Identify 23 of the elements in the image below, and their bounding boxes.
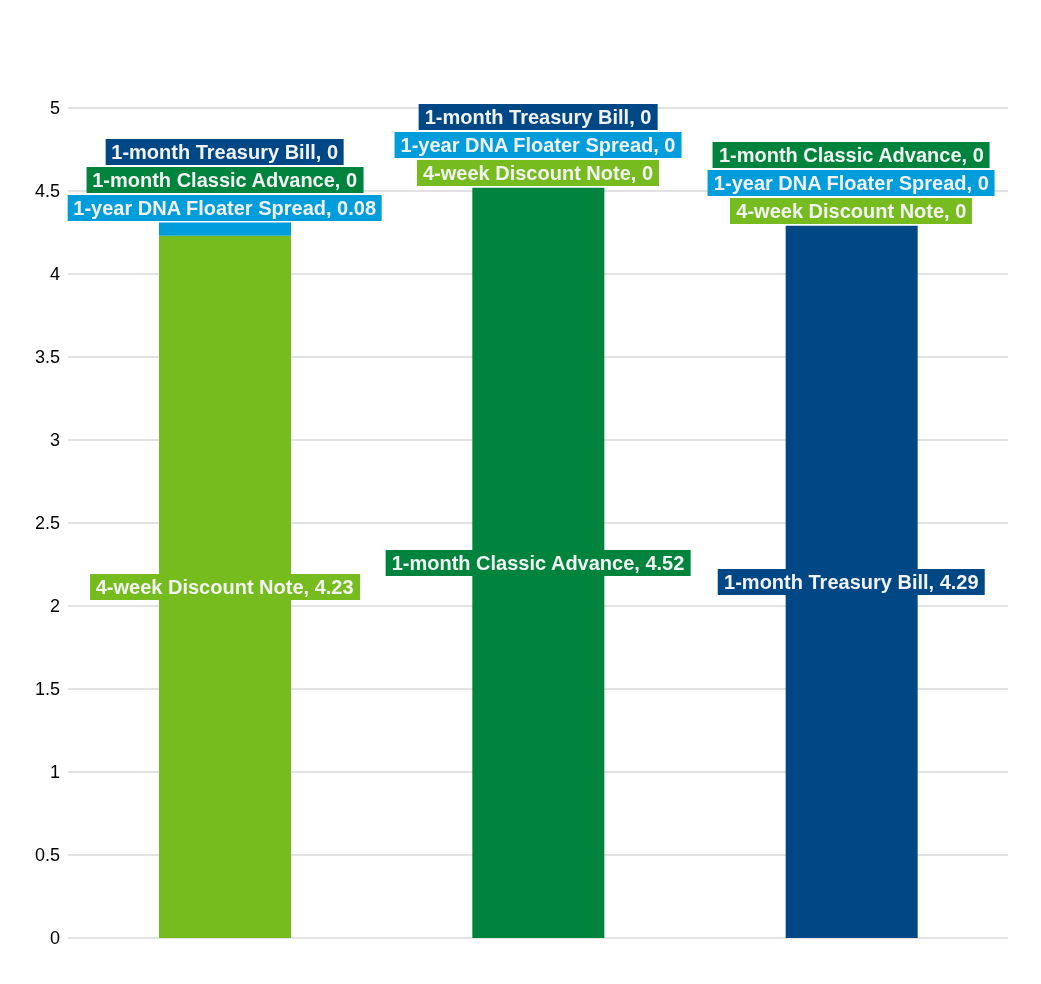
data-label: 1-month Classic Advance, 0 [92, 168, 358, 191]
data-label: 1-year DNA Floater Spread, 0.08 [73, 196, 377, 219]
y-tick-label: 3 [49, 430, 60, 451]
y-tick-label: 3.5 [34, 347, 60, 368]
y-tick-label: 4.5 [34, 181, 60, 202]
data-label: 1-month Treasury Bill, 4.29 [724, 570, 979, 593]
y-tick-label: 1.5 [34, 679, 60, 700]
data-label: 1-month Classic Advance, 0 [718, 143, 984, 166]
y-tick-label: 0.5 [34, 845, 60, 866]
data-label: 4-week Discount Note, 0 [736, 199, 967, 222]
data-label: 1-month Treasury Bill, 0 [424, 105, 652, 128]
y-tick-label: 4 [49, 264, 60, 285]
y-tick-label: 2.5 [34, 513, 60, 534]
data-label: 1-month Classic Advance, 4.52 [391, 551, 685, 574]
data-label: 4-week Discount Note, 0 [422, 161, 654, 184]
data-label: 1-year DNA Floater Spread, 0 [713, 171, 989, 194]
data-label: 4-week Discount Note, 4.23 [95, 575, 354, 598]
data-label: 1-month Treasury Bill, 0 [111, 140, 339, 163]
data-label: 1-year DNA Floater Spread, 0 [400, 133, 676, 156]
y-tick-label: 5 [49, 98, 60, 119]
y-tick-label: 0 [49, 928, 60, 949]
y-tick-label: 2 [49, 596, 60, 617]
y-tick-label: 1 [49, 762, 60, 783]
